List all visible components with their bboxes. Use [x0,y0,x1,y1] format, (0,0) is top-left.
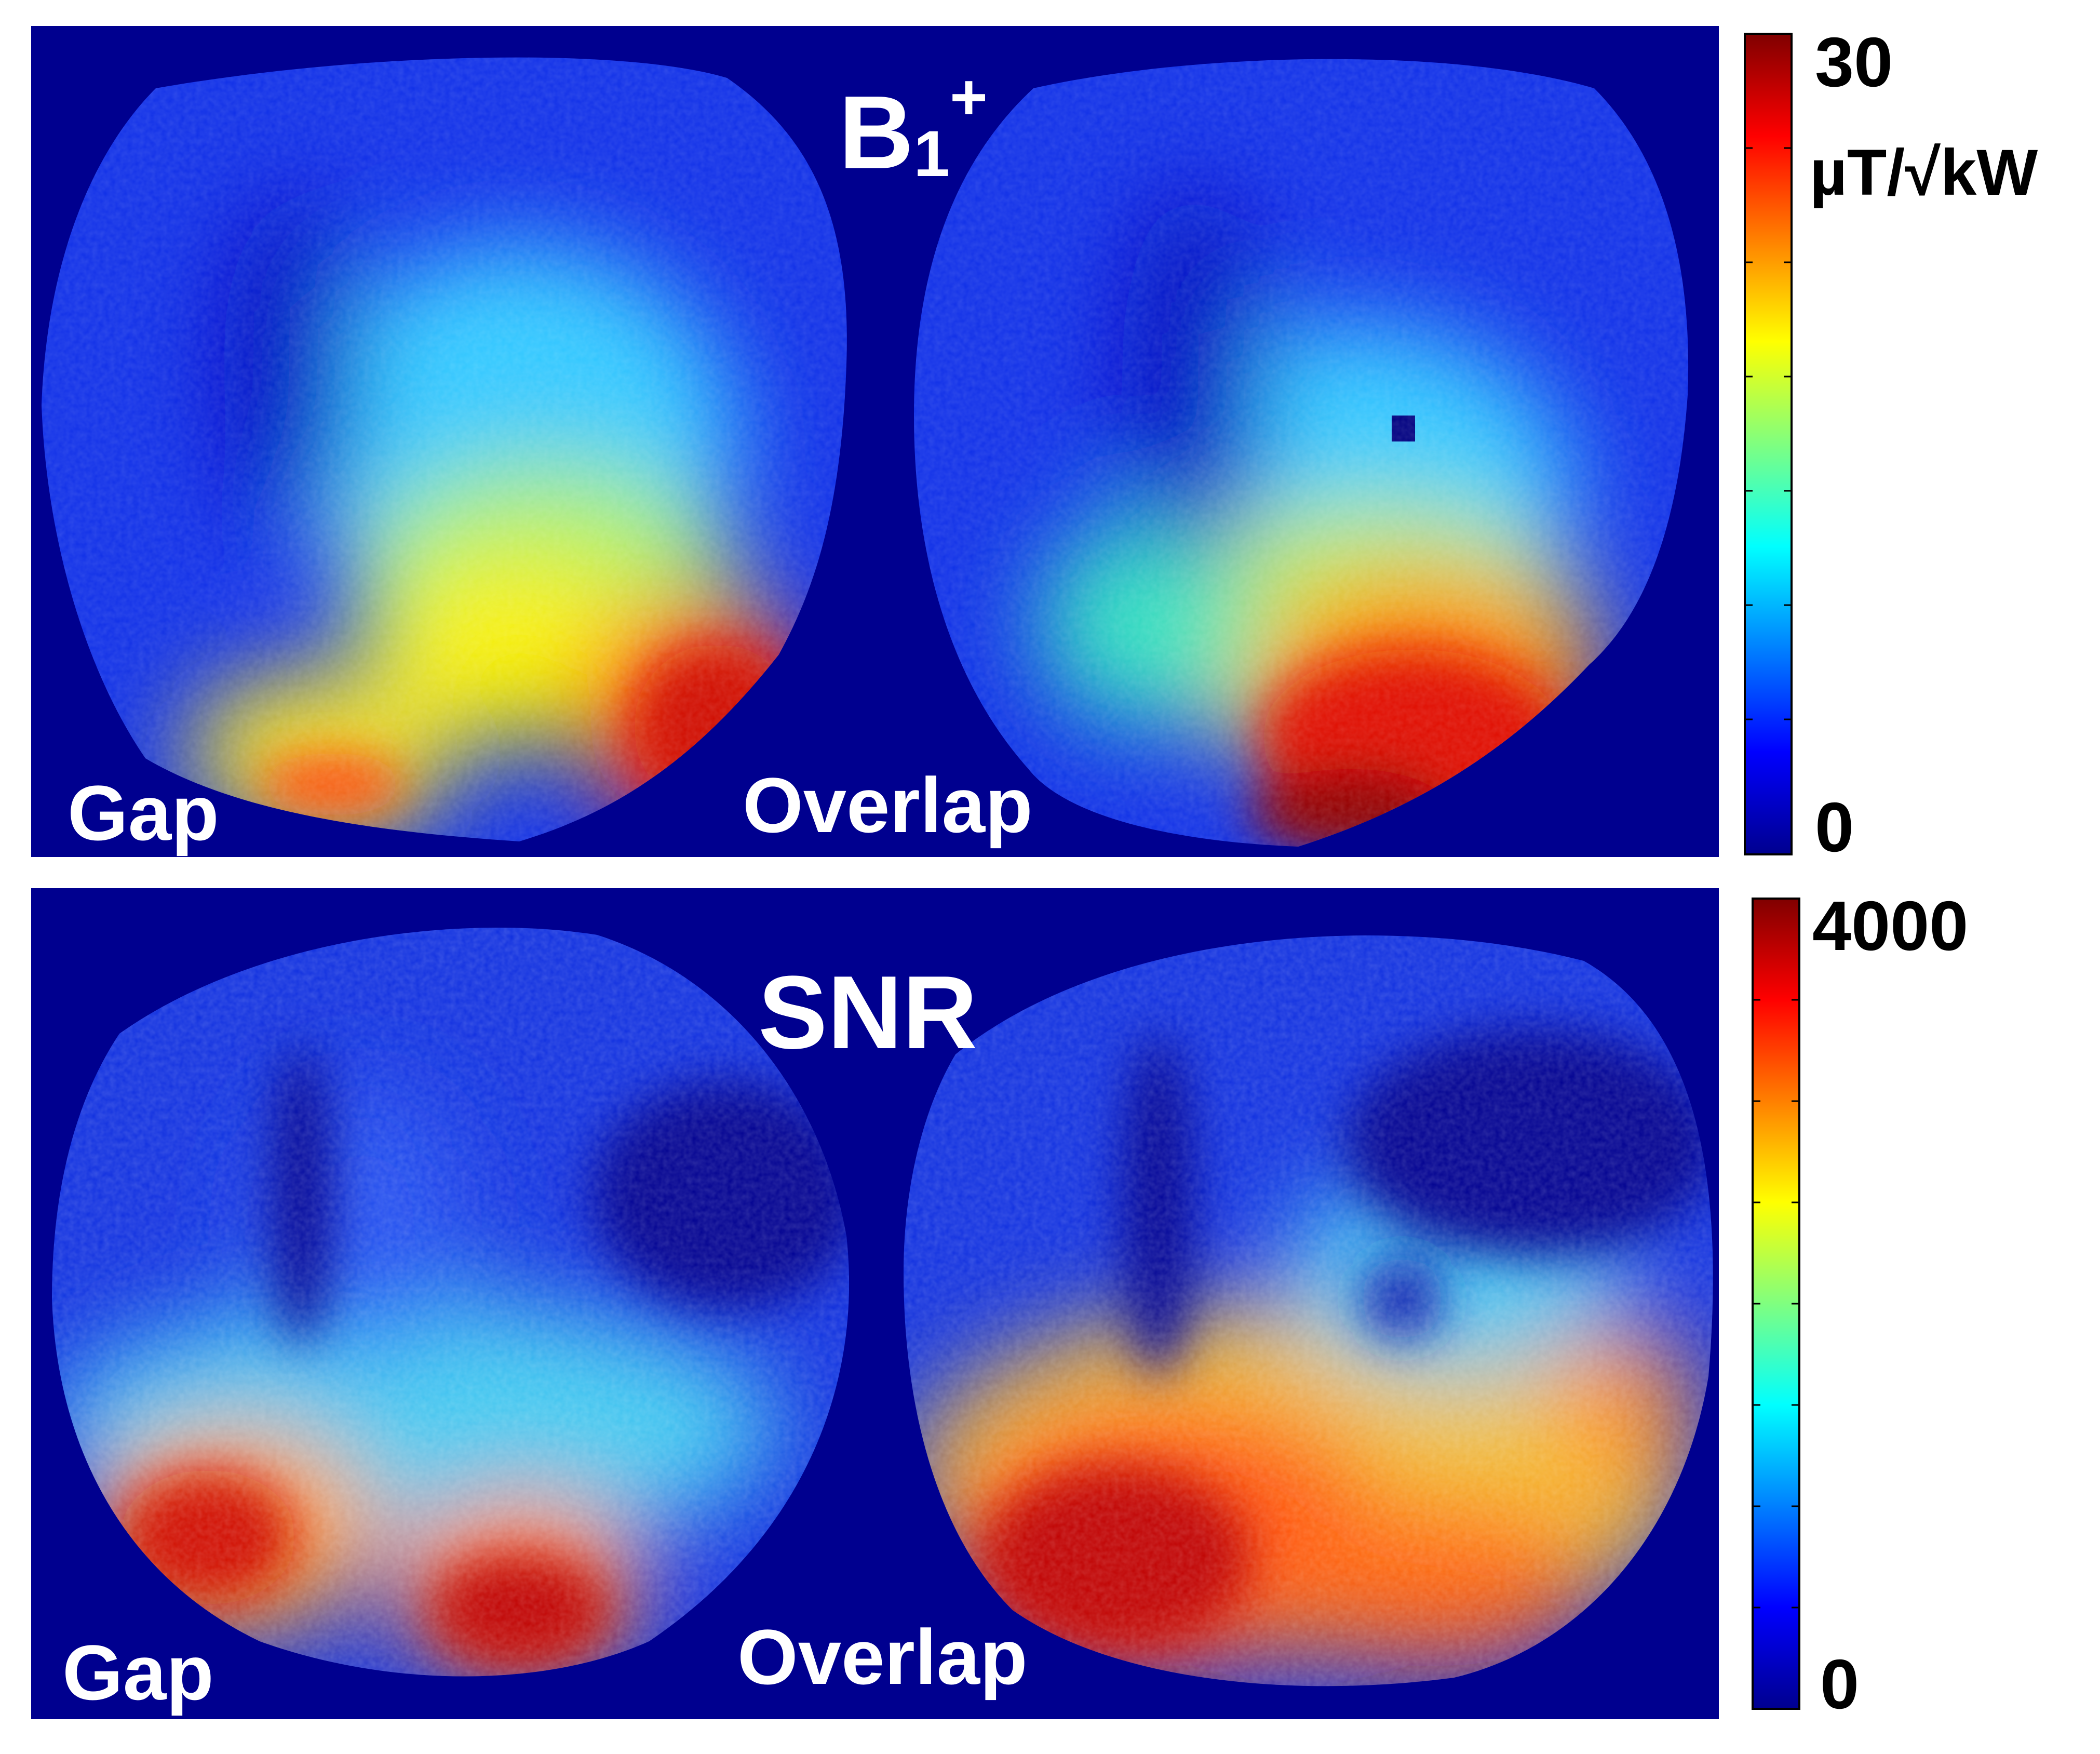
b1-colorbar [1744,33,1793,855]
b1-colorbar-ticks [1745,147,1792,720]
snr-gap-map [52,927,850,1677]
snr-colorbar [1752,898,1800,1710]
b1-colorbar-gradient [1744,33,1793,855]
snr-map-panel [31,888,1800,1719]
b1-title-subscript: 1 [913,117,950,190]
b1-colorbar-unit-label: µT/√kW [1810,137,2038,209]
b1-map-panel [31,26,1793,857]
snr-gap-label: Gap [62,1629,214,1716]
snr-colorbar-ticks [1753,999,1799,1609]
b1-panel-title: B1+ [839,65,988,186]
b1-colorbar-max-label: 30 [1815,23,1893,101]
b1-overlap-map [914,59,1689,847]
snr-colorbar-min-label: 0 [1820,1645,1860,1723]
b1-title-main: B [839,74,914,191]
b1-overlap-label: Overlap [743,761,1033,849]
b1-colorbar-min-label: 0 [1815,788,1854,866]
b1-gap-map [42,57,847,841]
snr-colorbar-max-label: 4000 [1812,887,1969,965]
snr-overlap-label: Overlap [737,1613,1028,1701]
snr-panel-title: SNR [758,955,978,1070]
b1-title-superscript: + [949,61,988,133]
b1-gap-label: Gap [68,769,219,856]
snr-overlap-map [904,935,1713,1686]
